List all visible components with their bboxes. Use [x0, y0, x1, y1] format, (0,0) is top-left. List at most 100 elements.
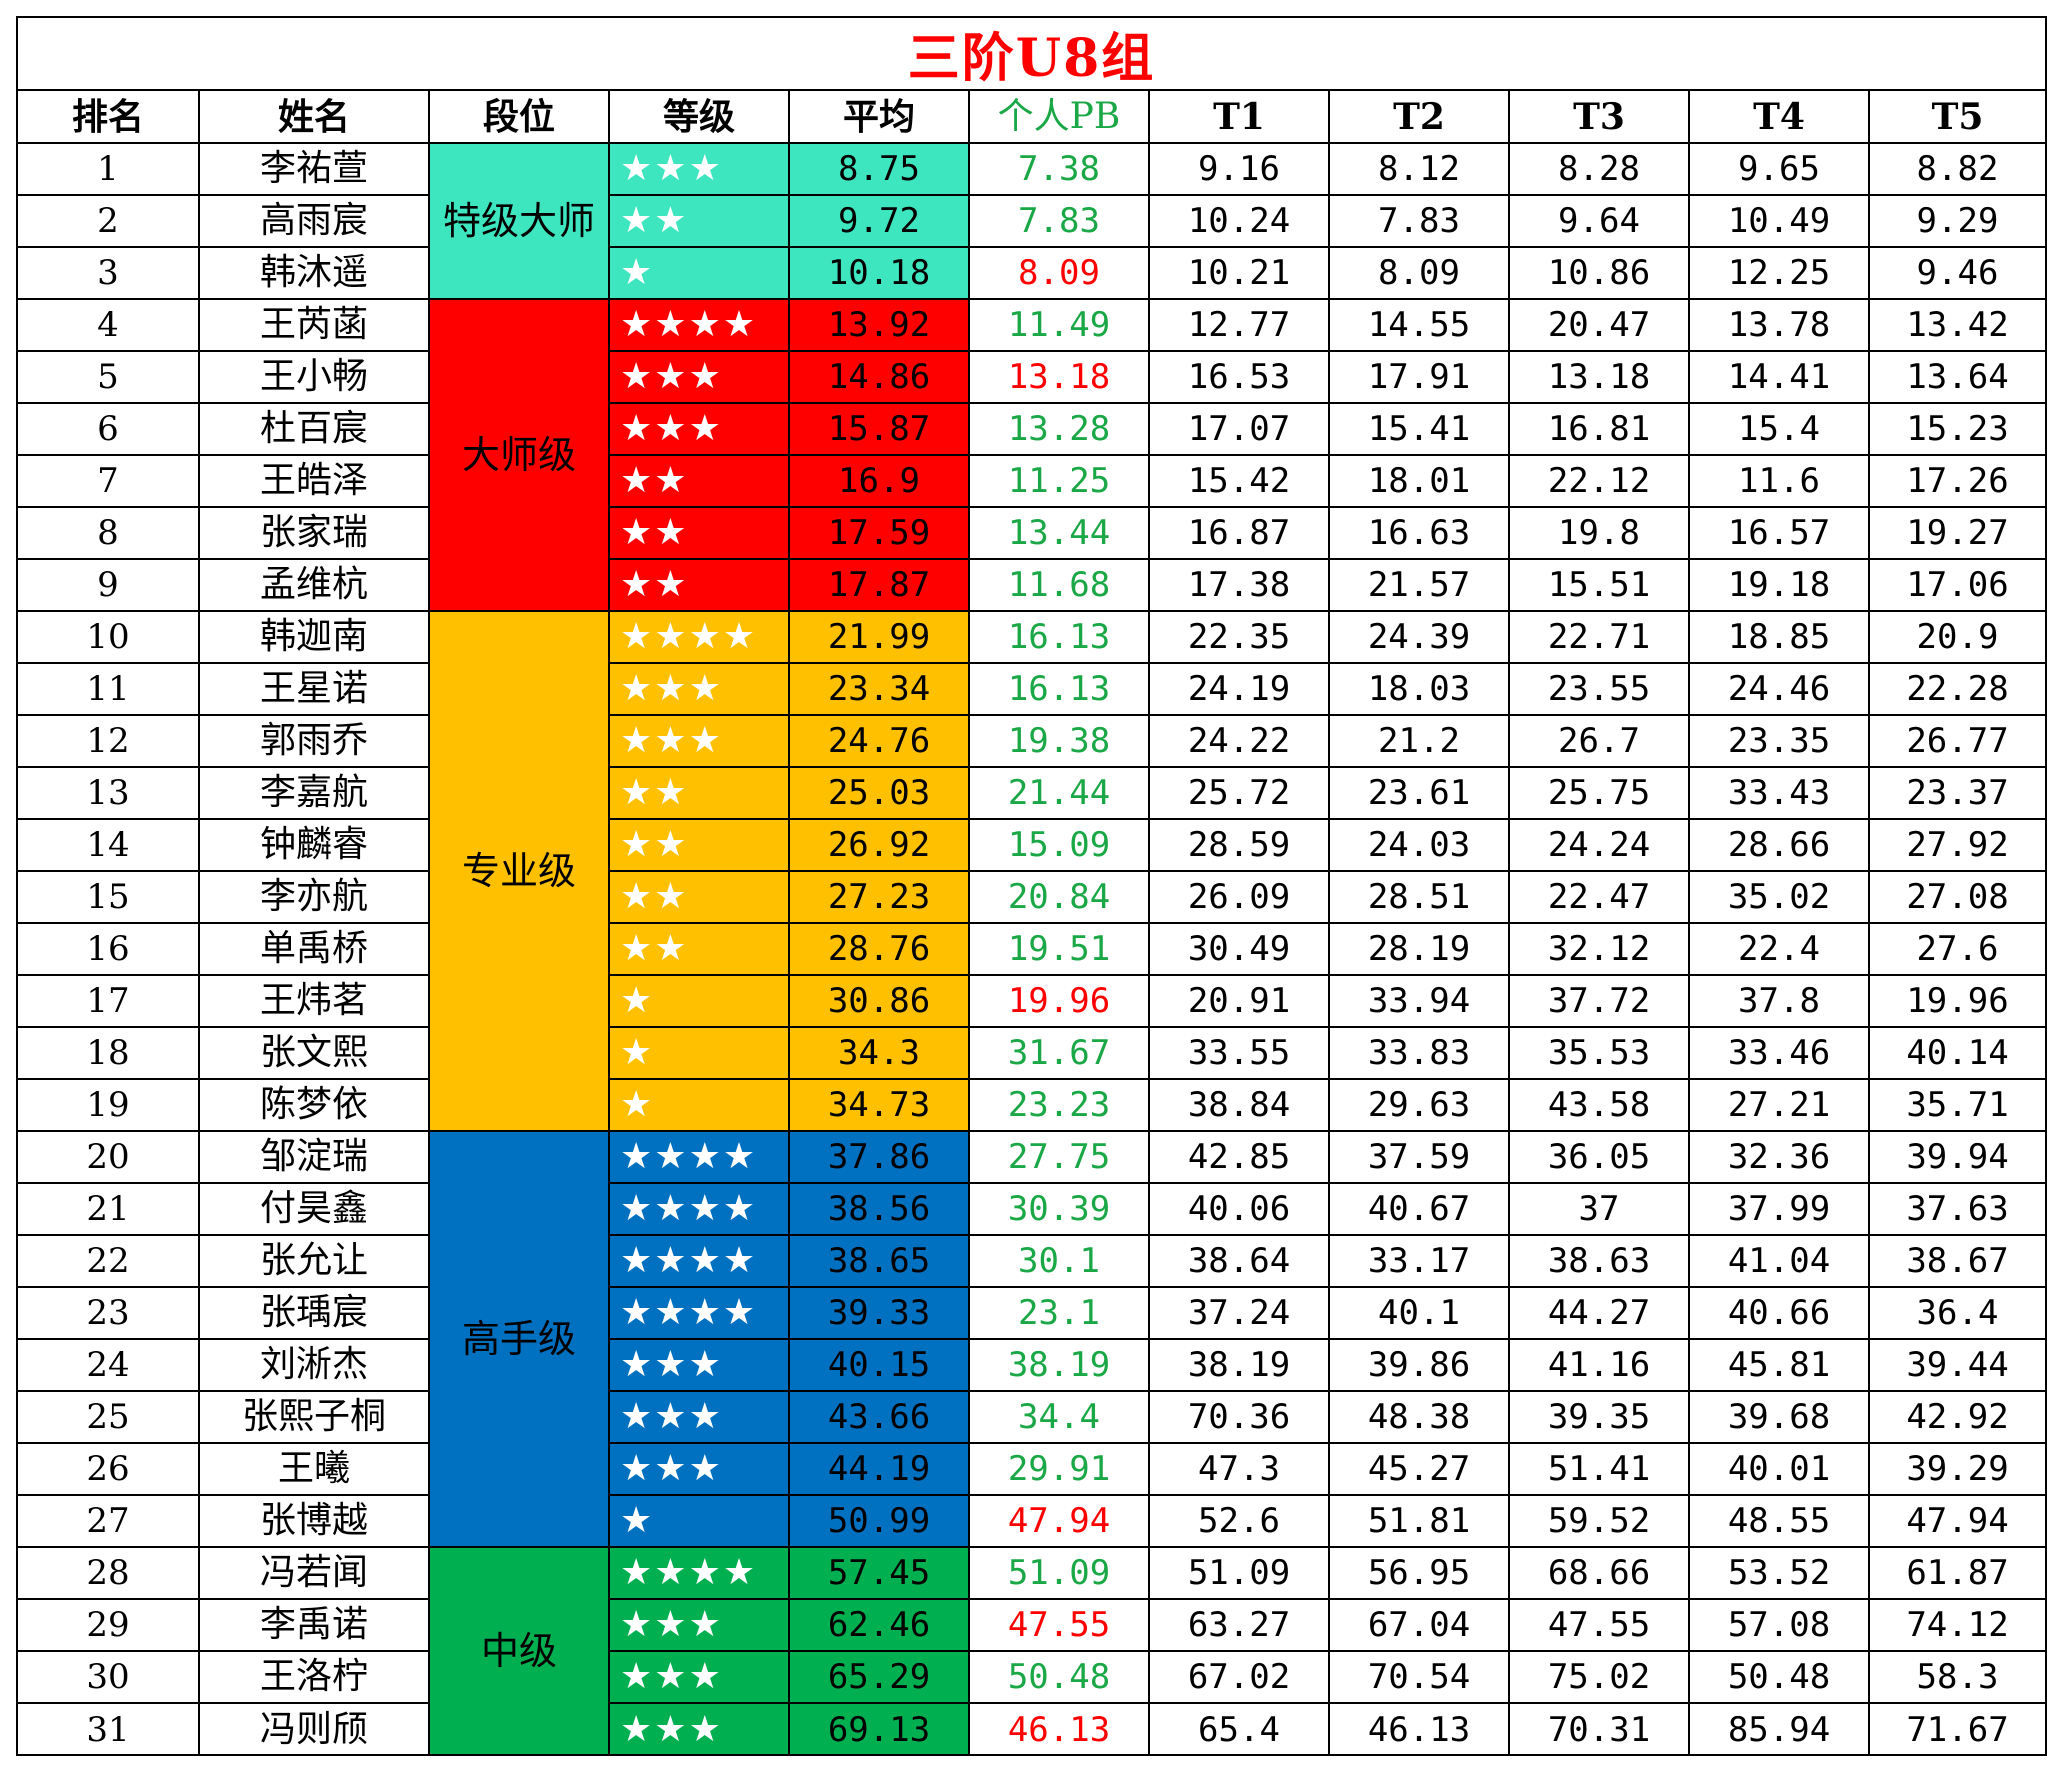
table-row: 10 韩迦南 专业级 ★★★★ 21.99 16.13 22.35 24.39 22.71 18.… [18, 610, 2045, 1132]
star-icon: ★ [620, 1136, 655, 1177]
trial-t5-cell: 15.23 [1868, 402, 2045, 456]
star-icon: ★ [688, 148, 723, 189]
trial-t4-cell: 11.6 [1688, 454, 1870, 508]
trial-t3-cell: 37.72 [1508, 974, 1690, 1028]
star-icon: ★ [620, 356, 655, 397]
trial-t1-cell: 24.22 [1148, 714, 1330, 768]
header-t2: T2 [1328, 91, 1510, 144]
personal-best-cell: 46.13 [968, 1702, 1150, 1754]
trial-t3-cell: 24.24 [1508, 818, 1690, 872]
trial-t4-cell: 40.66 [1688, 1286, 1870, 1340]
personal-best-cell: 23.1 [968, 1286, 1150, 1340]
star-rating: ★★ [608, 506, 790, 560]
personal-best-cell: 13.44 [968, 506, 1150, 560]
average-cell: 17.87 [788, 558, 970, 612]
header-t3: T3 [1508, 91, 1690, 144]
trial-t2-cell: 51.81 [1328, 1494, 1510, 1548]
average-cell: 9.72 [788, 194, 970, 248]
trial-t5-cell: 23.37 [1868, 766, 2045, 820]
personal-best-cell: 30.1 [968, 1234, 1150, 1288]
star-rating: ★ [608, 1078, 790, 1132]
trial-t2-cell: 24.39 [1328, 610, 1510, 664]
trial-t3-cell: 23.55 [1508, 662, 1690, 716]
star-rating: ★★★ [608, 402, 790, 456]
name-cell: 张允让 [198, 1234, 430, 1288]
trial-t1-cell: 38.19 [1148, 1338, 1330, 1392]
table-row: 25 张熙子桐 ★★★ 43.66 34.4 70.36 48.38 39.35 39.68 42… [18, 1390, 2045, 1444]
personal-best-cell: 13.28 [968, 402, 1150, 456]
name-cell: 郭雨乔 [198, 714, 430, 768]
name-cell: 韩迦南 [198, 610, 430, 664]
star-icon: ★ [654, 824, 689, 865]
trial-t2-cell: 21.2 [1328, 714, 1510, 768]
name-cell: 王洛柠 [198, 1650, 430, 1704]
average-cell: 25.03 [788, 766, 970, 820]
trial-t3-cell: 75.02 [1508, 1650, 1690, 1704]
trial-t5-cell: 13.64 [1868, 350, 2045, 404]
trial-t1-cell: 16.87 [1148, 506, 1330, 560]
personal-best-cell: 19.38 [968, 714, 1150, 768]
star-icon: ★ [654, 1292, 689, 1333]
star-icon: ★ [654, 148, 689, 189]
rank-cell: 18 [18, 1026, 200, 1080]
star-icon: ★ [620, 1344, 655, 1385]
rank-cell: 2 [18, 194, 200, 248]
trial-t1-cell: 15.42 [1148, 454, 1330, 508]
star-rating: ★★★★ [608, 1234, 790, 1288]
average-cell: 69.13 [788, 1702, 970, 1754]
star-icon: ★ [688, 1604, 723, 1645]
personal-best-cell: 51.09 [968, 1546, 1150, 1600]
table-row: 20 邹淀瑞 高手级 ★★★★ 37.86 27.75 42.85 37.59 36.05 32.… [18, 1130, 2045, 1548]
star-rating: ★★ [608, 454, 790, 508]
trial-t5-cell: 19.27 [1868, 506, 2045, 560]
name-cell: 邹淀瑞 [198, 1130, 430, 1184]
star-icon: ★ [654, 1188, 689, 1229]
star-icon: ★ [620, 252, 655, 293]
star-icon: ★ [722, 1240, 758, 1281]
header-average: 平均 [788, 91, 970, 144]
trial-t3-cell: 20.47 [1508, 298, 1690, 352]
table-row: 9 孟维杭 ★★ 17.87 11.68 17.38 21.57 15.51 19.18 17.0… [18, 558, 2045, 612]
average-cell: 16.9 [788, 454, 970, 508]
star-icon: ★ [620, 1448, 655, 1489]
star-icon: ★ [654, 1344, 689, 1385]
trial-t4-cell: 10.49 [1688, 194, 1870, 248]
star-icon: ★ [620, 1656, 655, 1697]
star-icon: ★ [654, 1136, 689, 1177]
name-cell: 冯若闻 [198, 1546, 430, 1600]
star-icon: ★ [654, 720, 689, 761]
star-icon: ★ [620, 1396, 655, 1437]
average-cell: 57.45 [788, 1546, 970, 1600]
trial-t4-cell: 24.46 [1688, 662, 1870, 716]
star-icon: ★ [688, 1292, 723, 1333]
personal-best-cell: 38.19 [968, 1338, 1150, 1392]
trial-t1-cell: 12.77 [1148, 298, 1330, 352]
trial-t4-cell: 41.04 [1688, 1234, 1870, 1288]
rank-cell: 17 [18, 974, 200, 1028]
table-row: 21 付昊鑫 ★★★★ 38.56 30.39 40.06 40.67 37 37.99 37.6… [18, 1182, 2045, 1236]
trial-t5-cell: 42.92 [1868, 1390, 2045, 1444]
trial-t1-cell: 22.35 [1148, 610, 1330, 664]
star-icon: ★ [620, 1292, 655, 1333]
trial-t5-cell: 27.6 [1868, 922, 2045, 976]
star-icon: ★ [654, 304, 689, 345]
name-cell: 高雨宸 [198, 194, 430, 248]
star-icon: ★ [654, 1708, 689, 1750]
rank-cell: 4 [18, 298, 200, 352]
trial-t1-cell: 24.19 [1148, 662, 1330, 716]
star-icon: ★ [722, 1292, 758, 1333]
average-cell: 23.34 [788, 662, 970, 716]
trial-t3-cell: 26.7 [1508, 714, 1690, 768]
trial-t5-cell: 13.42 [1868, 298, 2045, 352]
average-cell: 26.92 [788, 818, 970, 872]
star-icon: ★ [654, 668, 689, 709]
star-icon: ★ [722, 1552, 758, 1593]
star-icon: ★ [620, 512, 655, 553]
trial-t2-cell: 67.04 [1328, 1598, 1510, 1652]
trial-t5-cell: 39.29 [1868, 1442, 2045, 1496]
trial-t2-cell: 23.61 [1328, 766, 1510, 820]
personal-best-cell: 31.67 [968, 1026, 1150, 1080]
star-icon: ★ [620, 720, 655, 761]
average-cell: 27.23 [788, 870, 970, 924]
star-icon: ★ [654, 356, 689, 397]
